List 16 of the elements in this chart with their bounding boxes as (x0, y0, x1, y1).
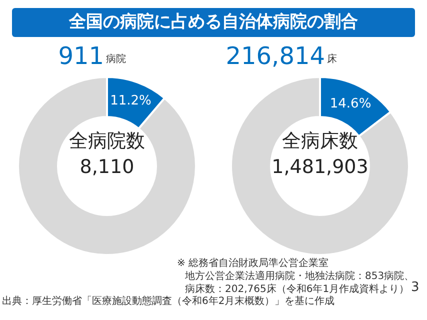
text: 全病床数 (282, 129, 358, 154)
text: 8,110 (80, 156, 134, 178)
text: 病院 (106, 52, 126, 66)
text: 911 (58, 42, 104, 70)
text: 3 (411, 280, 420, 295)
data-label: 11.2% (110, 94, 152, 109)
text: ※ 総務省自治財政局準公営企業室 (177, 256, 329, 270)
data-label: 14.6% (330, 96, 372, 112)
text: 全病院数 (69, 129, 145, 154)
text: 地方公営企業法適用病院・地独法病院：853病院、 (185, 270, 414, 282)
source-note: 出典：厚生労働省「医療施設動態調査（令和6年2月末概数）」を基に作成 (2, 294, 335, 308)
text: 216,814 (226, 42, 325, 70)
text: 病床数：202,765床（令和6年1月作成資料より） (185, 282, 410, 296)
text: 床 (327, 52, 337, 66)
text: 1,481,903 (272, 156, 368, 178)
chart-title: 全国の病院に占める自治体病院の割合 (12, 8, 415, 37)
